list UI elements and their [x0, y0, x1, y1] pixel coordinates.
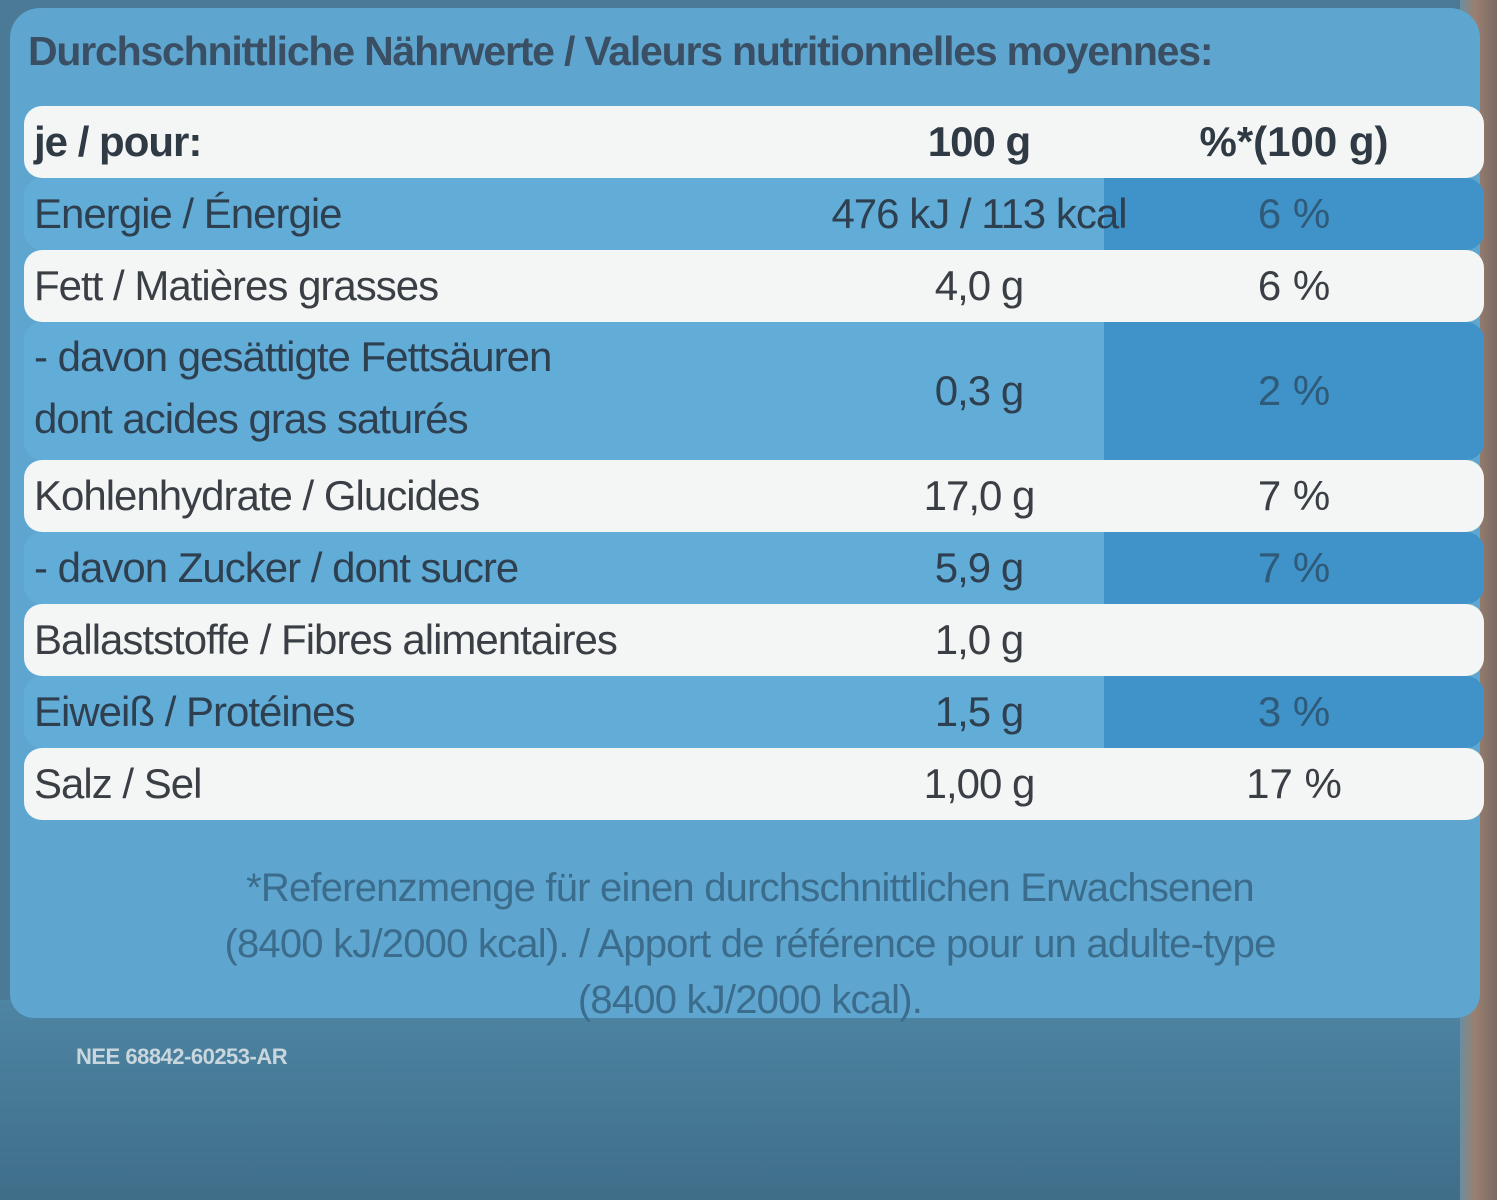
- row-fibre: Ballaststoffe / Fibres alimentaires 1,0 …: [24, 604, 1484, 676]
- nutrition-table: je / pour: 100 g %*(100 g) Energie / Éne…: [24, 106, 1484, 820]
- nutrient-name-line2: dont acides gras saturés: [34, 395, 469, 442]
- header-percent: %*(100 g): [1199, 118, 1389, 165]
- nutrient-value-100g: 5,9 g: [934, 544, 1024, 591]
- nutrient-percent: 6 %: [1257, 262, 1331, 309]
- nutrient-percent: 7 %: [1257, 472, 1331, 519]
- nutrient-value-100g: 1,0 g: [934, 616, 1024, 663]
- row-fat: Fett / Matières grasses 4,0 g 6 %: [24, 250, 1484, 322]
- footnote-line1: *Referenzmenge für einen durchschnittlic…: [246, 866, 1255, 910]
- row-protein: Eiweiß / Protéines 1,5 g 3 %: [24, 676, 1484, 748]
- nutrient-name: Kohlenhydrate / Glucides: [34, 472, 480, 519]
- nutrient-name: - davon Zucker / dont sucre: [34, 544, 519, 591]
- footnote-line2: (8400 kJ/2000 kcal). / Apport de référen…: [224, 922, 1276, 966]
- nutrient-percent: 17 %: [1246, 760, 1342, 807]
- nutrient-value-100g: 1,00 g: [923, 760, 1036, 807]
- row-saturated-fat: - davon gesättigte Fettsäuren dont acide…: [24, 322, 1484, 460]
- footnote-line3: (8400 kJ/2000 kcal).: [577, 978, 923, 1022]
- row-energy: Energie / Énergie 476 kJ / 113 kcal 6 %: [24, 178, 1484, 250]
- nutrient-percent: 2 %: [1257, 367, 1331, 414]
- nutrient-name: Ballaststoffe / Fibres alimentaires: [34, 616, 618, 663]
- nutrient-percent: 6 %: [1257, 190, 1331, 237]
- nutrient-name-line1: - davon gesättigte Fettsäuren: [34, 333, 552, 380]
- nutrient-name: Energie / Énergie: [34, 190, 343, 237]
- row-carbohydrates: Kohlenhydrate / Glucides 17,0 g 7 %: [24, 460, 1484, 532]
- nutrient-name: - davon gesättigte Fettsäuren dont acide…: [34, 326, 552, 450]
- nutrient-value-100g: 476 kJ / 113 kcal: [831, 190, 1127, 237]
- nutrient-value-100g: 1,5 g: [934, 688, 1024, 735]
- row-sugar: - davon Zucker / dont sucre 5,9 g 7 %: [24, 532, 1484, 604]
- nutrient-percent: 3 %: [1257, 688, 1331, 735]
- header-label: je / pour:: [34, 118, 202, 165]
- row-salt: Salz / Sel 1,00 g 17 %: [24, 748, 1484, 820]
- reference-footnote: *Referenzmenge für einen durchschnittlic…: [60, 860, 1440, 1028]
- nutrient-value-100g: 17,0 g: [923, 472, 1036, 519]
- nutrient-name: Fett / Matières grasses: [34, 262, 439, 309]
- table-header-row: je / pour: 100 g %*(100 g): [24, 106, 1484, 178]
- nutrient-percent: 7 %: [1257, 544, 1331, 591]
- nutrient-name: Eiweiß / Protéines: [34, 688, 355, 735]
- nutrient-name: Salz / Sel: [34, 760, 202, 807]
- nutrient-value-100g: 0,3 g: [934, 367, 1024, 414]
- label-title: Durchschnittliche Nährwerte / Valeurs nu…: [28, 28, 1214, 74]
- background-bottom: [0, 1000, 1497, 1200]
- nutrient-value-100g: 4,0 g: [934, 262, 1024, 309]
- product-code: NEE 68842-60253-AR: [76, 1044, 288, 1069]
- header-100g: 100 g: [927, 118, 1031, 165]
